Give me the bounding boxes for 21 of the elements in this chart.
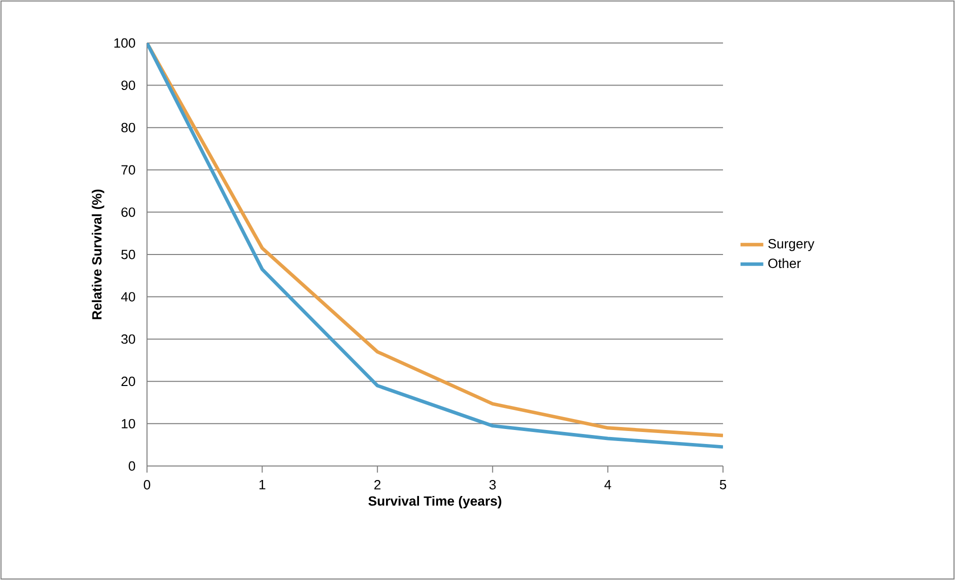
- y-tick-label: 80: [121, 122, 136, 132]
- x-tick-label: 2: [374, 480, 380, 490]
- x-tick-label: 1: [260, 480, 266, 490]
- y-tick-label: 50: [121, 250, 136, 260]
- y-tick-label: 60: [121, 207, 136, 217]
- y-tick-label: 30: [121, 334, 136, 344]
- y-axis-title: Relative Survival (%): [92, 190, 104, 320]
- y-tick-label: 100: [114, 38, 136, 48]
- y-tick-label: 40: [121, 292, 136, 302]
- y-tick-label: 70: [121, 165, 136, 175]
- y-tick-label: 0: [128, 461, 136, 471]
- x-tick-label: 5: [720, 480, 726, 490]
- y-tick-label: 20: [121, 376, 136, 386]
- legend-label: Surgery: [768, 239, 814, 252]
- x-tick-label: 4: [604, 480, 612, 490]
- legend-label: Other: [768, 258, 801, 268]
- y-tick-label: 90: [121, 80, 136, 90]
- y-tick-label: 10: [122, 418, 136, 428]
- x-tick-label: 0: [144, 480, 150, 490]
- x-tick-label: 3: [489, 480, 496, 490]
- x-axis-title: Survival Time (years): [368, 496, 502, 508]
